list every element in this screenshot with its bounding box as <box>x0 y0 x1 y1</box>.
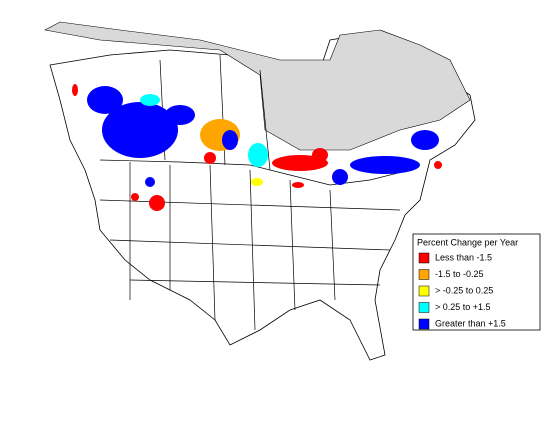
trend-area <box>332 169 348 185</box>
trend-area <box>87 86 123 114</box>
legend: Percent Change per Year Less than -1.5 -1… <box>412 233 541 331</box>
trend-area <box>72 84 78 96</box>
legend-label: Greater than +1.5 <box>435 318 506 328</box>
legend-swatch <box>418 302 430 313</box>
trend-area <box>204 152 216 164</box>
no-data-region <box>44 21 471 151</box>
legend-title: Percent Change per Year <box>417 237 518 247</box>
trend-area <box>411 130 439 150</box>
trend-area <box>149 195 165 211</box>
trend-area <box>251 178 263 186</box>
legend-box <box>412 233 541 331</box>
legend-label: > 0.25 to +1.5 <box>435 302 491 312</box>
legend-swatch <box>418 285 430 297</box>
legend-swatch <box>418 269 430 280</box>
legend-label: -1.5 to -0.25 <box>435 269 484 279</box>
trend-area <box>434 161 442 169</box>
legend-swatch <box>418 252 430 264</box>
trend-area <box>350 156 420 174</box>
trend-area <box>102 102 178 158</box>
trend-areas <box>72 84 442 211</box>
trend-area <box>145 177 155 187</box>
legend-swatch <box>418 318 430 330</box>
trend-area <box>312 148 328 162</box>
trend-area <box>222 130 238 150</box>
legend-label: > -0.25 to 0.25 <box>435 285 493 295</box>
boundaries <box>99 54 411 331</box>
trend-area <box>292 182 304 188</box>
legend-label: Less than -1.5 <box>435 252 492 262</box>
trend-area <box>131 193 139 201</box>
trend-area <box>165 105 195 125</box>
trend-area <box>248 143 268 167</box>
trend-area <box>140 94 160 106</box>
